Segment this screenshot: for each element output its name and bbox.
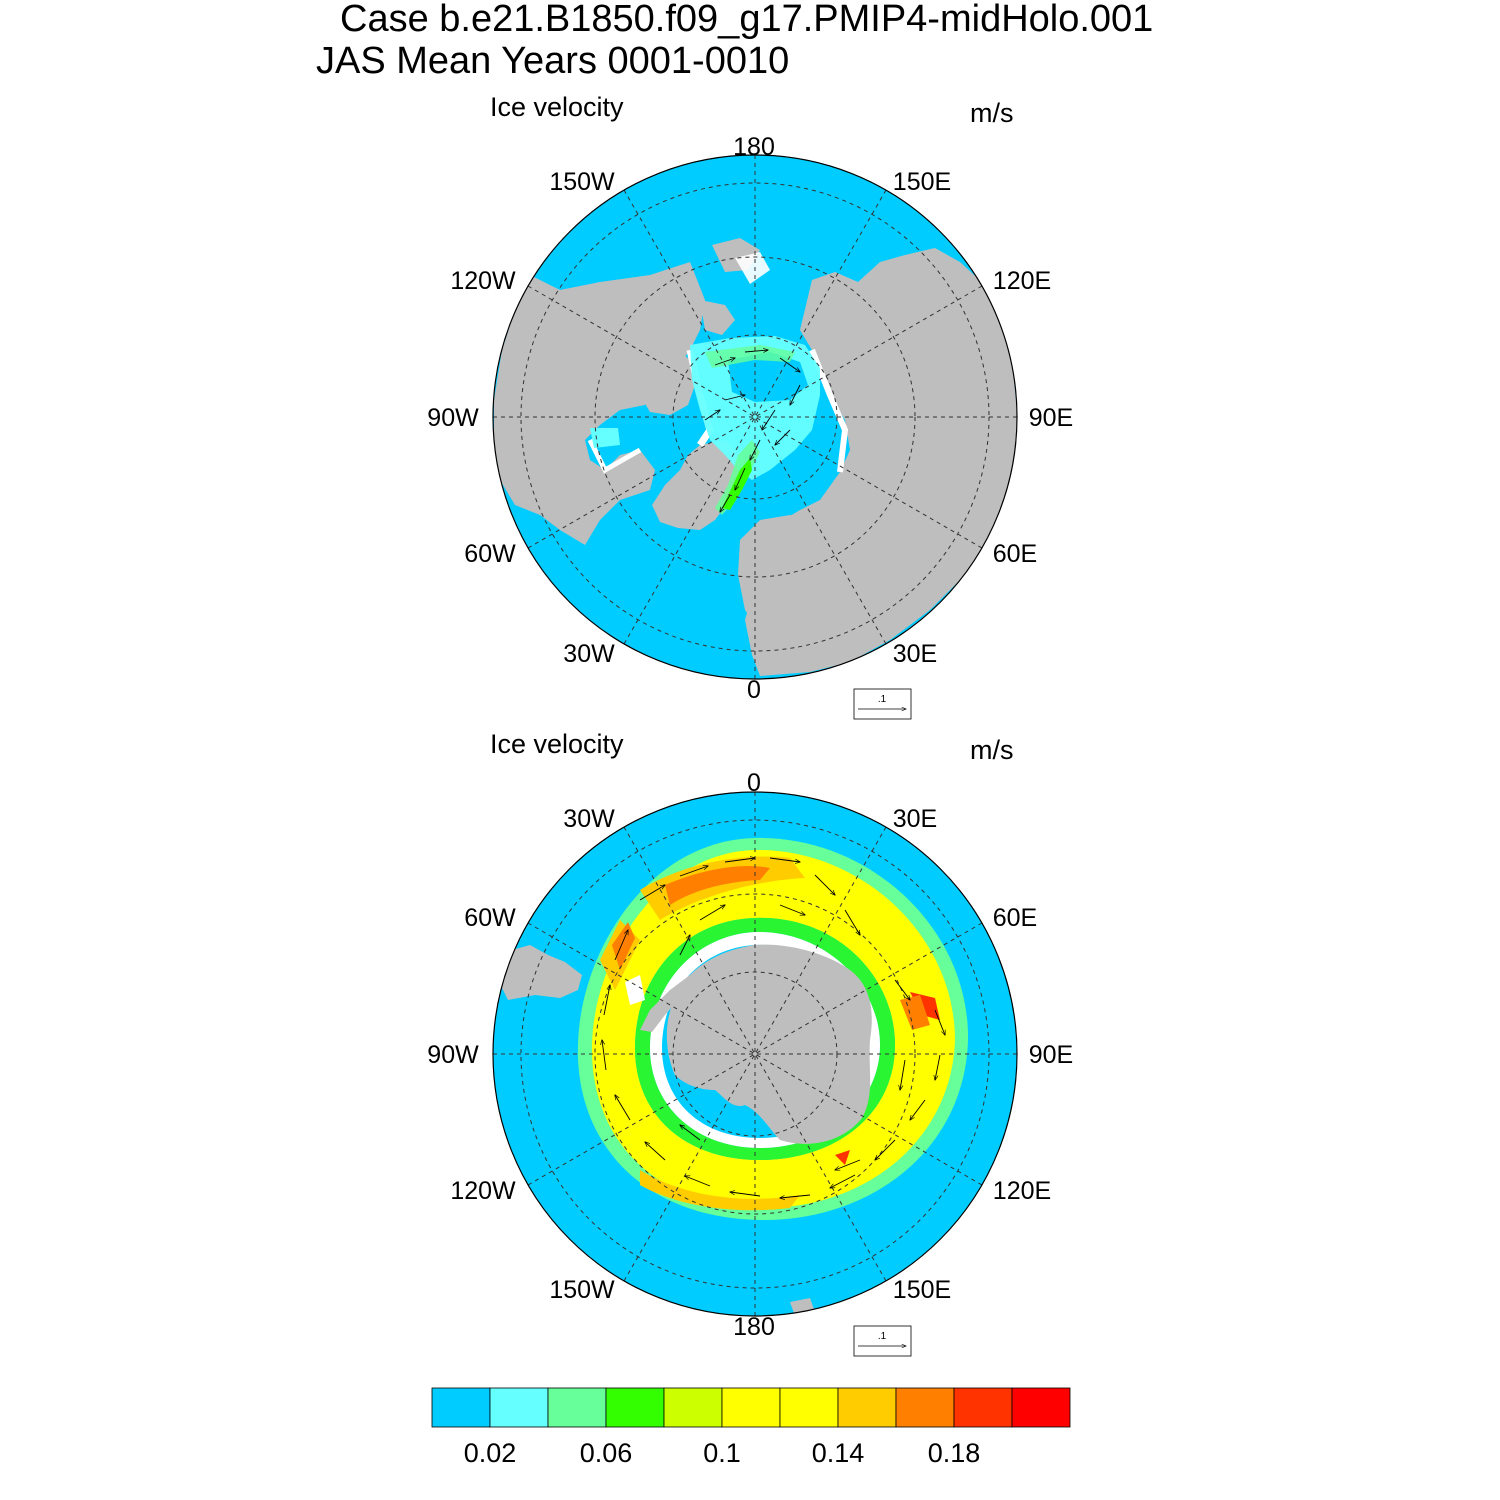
south-lon-label-90w: 90W <box>427 1041 479 1069</box>
colorbar-tick-label: 0.18 <box>928 1438 981 1468</box>
north-land-scandinavia <box>738 515 820 630</box>
north-reference-vector-label: .1 <box>878 694 887 705</box>
north-lon-label-0: 0 <box>747 676 761 704</box>
north-lon-label-90e: 90E <box>1029 404 1073 432</box>
south-lon-label-120w: 120W <box>450 1177 516 1205</box>
south-lon-label-30w: 30W <box>563 805 615 833</box>
south-lon-label-30e: 30E <box>893 805 937 833</box>
north-lon-label-150w: 150W <box>549 168 615 196</box>
south-lon-labels: 0 30E 60E 90E 120E 150E 180 150W 120W 90… <box>427 769 1073 1341</box>
south-lon-label-120e: 120E <box>993 1177 1051 1205</box>
north-lon-label-120e: 120E <box>993 267 1051 295</box>
south-ice-vectors <box>602 858 945 1198</box>
south-lon-label-150e: 150E <box>893 1276 951 1304</box>
north-lon-label-30e: 30E <box>893 640 937 668</box>
north-panel-title: Ice velocity <box>490 92 624 122</box>
north-graticule <box>493 155 1017 679</box>
south-ice-yellow-band <box>591 849 955 1209</box>
north-lon-label-30w: 30W <box>563 640 615 668</box>
colorbar-swatch <box>1011 1387 1071 1428</box>
south-land-south-america <box>498 945 582 1000</box>
colorbar-swatch <box>431 1387 491 1428</box>
north-lon-label-60w: 60W <box>464 540 516 568</box>
colorbar-tick-label: 0.1 <box>703 1438 741 1468</box>
colorbar-swatch <box>721 1387 781 1428</box>
south-panel-unit: m/s <box>970 735 1014 765</box>
north-lon-label-60e: 60E <box>993 540 1037 568</box>
colorbar-swatch <box>953 1387 1013 1428</box>
colorbar-tick-label: 0.02 <box>464 1438 517 1468</box>
colorbar-swatch <box>547 1387 607 1428</box>
south-lon-label-180: 180 <box>733 1313 775 1341</box>
south-panel-title: Ice velocity <box>490 729 624 759</box>
north-lon-label-120w: 120W <box>450 267 516 295</box>
north-lon-label-150e: 150E <box>893 168 951 196</box>
colorbar-swatch <box>837 1387 897 1428</box>
colorbar-swatch <box>605 1387 665 1428</box>
south-lon-label-60w: 60W <box>464 904 516 932</box>
colorbar-tick-label: 0.14 <box>812 1438 865 1468</box>
north-land-eurasia <box>742 248 1017 676</box>
south-lon-label-60e: 60E <box>993 904 1037 932</box>
south-land-antarctica <box>666 944 872 1144</box>
north-lon-label-90w: 90W <box>427 404 479 432</box>
south-lon-label-150w: 150W <box>549 1276 615 1304</box>
south-lon-label-90e: 90E <box>1029 1041 1073 1069</box>
colorbar-swatch <box>779 1387 839 1428</box>
colorbar-swatch <box>895 1387 955 1428</box>
north-panel-unit: m/s <box>970 98 1014 128</box>
south-reference-vector-label: .1 <box>878 1331 887 1342</box>
north-ice-vectors <box>704 350 800 512</box>
north-lon-label-180: 180 <box>733 133 775 161</box>
colorbar-labels: 0.02 0.06 0.1 0.14 0.18 <box>464 1438 981 1468</box>
south-graticule <box>493 792 1017 1316</box>
south-polar-map <box>492 791 1018 1357</box>
colorbar-swatch <box>663 1387 723 1428</box>
colorbar-tick-label: 0.06 <box>580 1438 633 1468</box>
north-land-north-america <box>494 262 705 545</box>
colorbar-swatch <box>489 1387 549 1428</box>
north-reference-vector-box <box>853 688 912 720</box>
figure-subtitle: JAS Mean Years 0001-0010 <box>316 40 790 82</box>
colorbar <box>431 1387 1071 1428</box>
figure-title: Case b.e21.B1850.f09_g17.PMIP4-midHolo.0… <box>340 0 1154 40</box>
south-reference-vector-box <box>853 1325 912 1357</box>
north-polar-map <box>492 154 1018 720</box>
south-lon-label-0: 0 <box>747 769 761 797</box>
north-lon-labels: 180 150E 120E 90E 60E 30E 0 30W 60W 90W … <box>427 133 1073 704</box>
